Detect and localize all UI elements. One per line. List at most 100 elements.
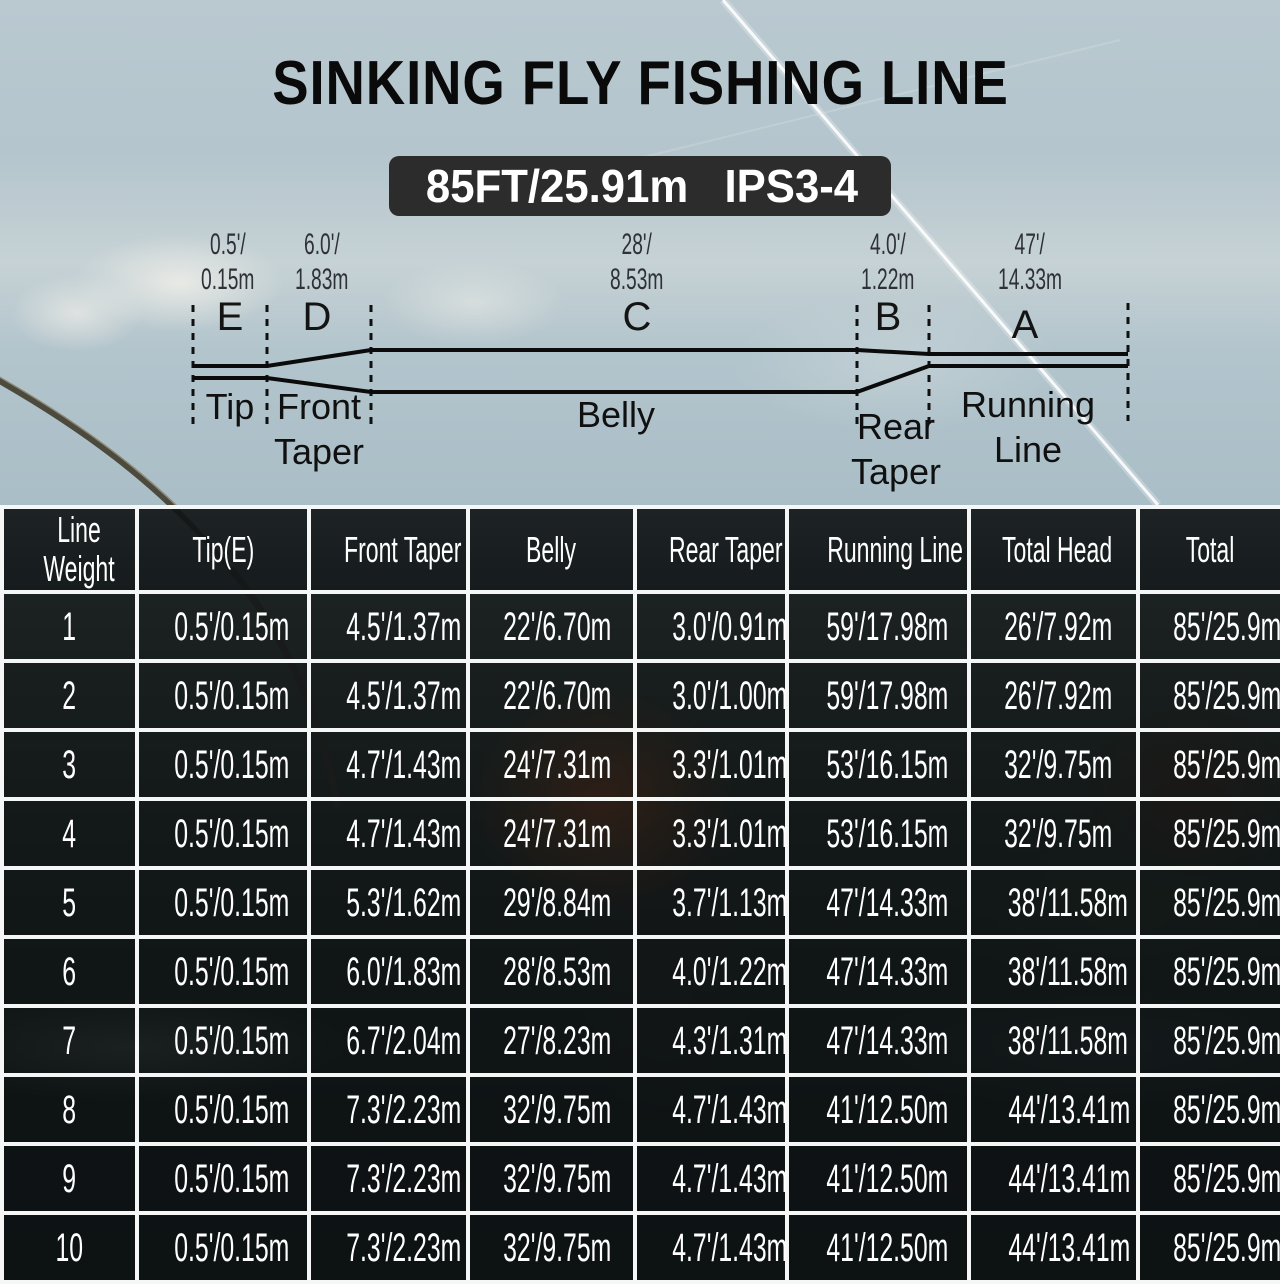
table-cell: 4.7'/1.43m xyxy=(307,797,470,870)
table-row: 1 0.5'/0.15m 4.5'/1.37m 22'/6.70m 3.0'/0… xyxy=(0,590,1280,663)
table-cell: 41'/12.50m xyxy=(785,1211,971,1284)
table-cell: 6.7'/2.04m xyxy=(307,1004,470,1077)
table-cell: 4.7'/1.43m xyxy=(633,1211,789,1284)
table-cell: 8 xyxy=(0,1073,139,1146)
table-row: 4 0.5'/0.15m 4.7'/1.43m 24'/7.31m 3.3'/1… xyxy=(0,797,1280,870)
sky-mountain-photo-background xyxy=(0,0,1280,505)
table-cell: 32'/9.75m xyxy=(967,728,1140,801)
table-cell: 0.5'/0.15m xyxy=(135,935,311,1008)
column-header-rear-taper: Rear Taper xyxy=(633,505,789,594)
section-letter-c: C xyxy=(622,295,652,339)
table-cell: 44'/13.41m xyxy=(967,1073,1140,1146)
column-header-front-taper: Front Taper xyxy=(307,505,470,594)
table-row: 5 0.5'/0.15m 5.3'/1.62m 29'/8.84m 3.7'/1… xyxy=(0,866,1280,939)
section-name-running-line: Running Line xyxy=(960,384,1096,470)
column-header-belly: Belly xyxy=(466,505,637,594)
table-cell: 47'/14.33m xyxy=(785,866,971,939)
table-cell: 2 xyxy=(0,659,139,732)
table-row: 3 0.5'/0.15m 4.7'/1.43m 24'/7.31m 3.3'/1… xyxy=(0,728,1280,801)
table-cell: 59'/17.98m xyxy=(785,590,971,663)
mountain-ridge-line xyxy=(639,39,1121,159)
table-cell: 0.5'/0.15m xyxy=(135,1142,311,1215)
table-cell: 38'/11.58m xyxy=(967,866,1140,939)
page-title: SINKING FLY FISHING LINE xyxy=(271,49,1009,118)
spec-table: Line Weight Tip(E) Front Taper Belly Rea… xyxy=(0,505,1280,1284)
table-cell: 47'/14.33m xyxy=(785,1004,971,1077)
line-profile-bottom-edge xyxy=(193,364,1128,394)
table-cell: 38'/11.58m xyxy=(967,935,1140,1008)
badge-model-label: IPS3-4 xyxy=(724,160,858,212)
table-cell: 85'/25.9m xyxy=(1136,1004,1280,1077)
table-cell: 85'/25.9m xyxy=(1136,728,1280,801)
table-cell: 85'/25.9m xyxy=(1136,659,1280,732)
table-cell: 59'/17.98m xyxy=(785,659,971,732)
spec-table-body: 1 0.5'/0.15m 4.5'/1.37m 22'/6.70m 3.0'/0… xyxy=(0,590,1280,1284)
table-cell: 0.5'/0.15m xyxy=(135,659,311,732)
table-cell: 6 xyxy=(0,935,139,1008)
measure-label-front-taper: 6.0'/ 1.83m xyxy=(295,228,349,297)
table-cell: 29'/8.84m xyxy=(466,866,637,939)
table-cell: 3.0'/0.91m xyxy=(633,590,789,663)
table-cell: 0.5'/0.15m xyxy=(135,797,311,870)
measure-label-tip: 0.5'/ 0.15m xyxy=(201,228,255,297)
table-cell: 22'/6.70m xyxy=(466,590,637,663)
table-cell: 4.7'/1.43m xyxy=(633,1142,789,1215)
table-cell: 27'/8.23m xyxy=(466,1004,637,1077)
table-cell: 5 xyxy=(0,866,139,939)
section-letter-b: B xyxy=(874,295,902,339)
table-cell: 85'/25.9m xyxy=(1136,1073,1280,1146)
table-cell: 85'/25.9m xyxy=(1136,1211,1280,1284)
table-cell: 0.5'/0.15m xyxy=(135,590,311,663)
badge-row: 85FT/25.91m IPS3-4 xyxy=(0,156,1280,216)
column-header-total: Total xyxy=(1136,505,1280,594)
table-cell: 26'/7.92m xyxy=(967,659,1140,732)
table-row: 8 0.5'/0.15m 7.3'/2.23m 32'/9.75m 4.7'/1… xyxy=(0,1073,1280,1146)
column-header-running-line: Running Line xyxy=(785,505,971,594)
table-cell: 5.3'/1.62m xyxy=(307,866,470,939)
table-cell: 85'/25.9m xyxy=(1136,797,1280,870)
spec-table-header: Line Weight Tip(E) Front Taper Belly Rea… xyxy=(0,505,1280,594)
table-cell: 41'/12.50m xyxy=(785,1073,971,1146)
table-cell: 85'/25.9m xyxy=(1136,935,1280,1008)
table-row: 6 0.5'/0.15m 6.0'/1.83m 28'/8.53m 4.0'/1… xyxy=(0,935,1280,1008)
table-cell: 3.0'/1.00m xyxy=(633,659,789,732)
table-cell: 41'/12.50m xyxy=(785,1142,971,1215)
table-cell: 3.3'/1.01m xyxy=(633,797,789,870)
table-cell: 7 xyxy=(0,1004,139,1077)
section-letter-a: A xyxy=(1011,303,1039,347)
table-row: 10 0.5'/0.15m 7.3'/2.23m 32'/9.75m 4.7'/… xyxy=(0,1211,1280,1284)
table-cell: 32'/9.75m xyxy=(466,1211,637,1284)
table-cell: 6.0'/1.83m xyxy=(307,935,470,1008)
table-cell: 26'/7.92m xyxy=(967,590,1140,663)
table-cell: 44'/13.41m xyxy=(967,1142,1140,1215)
header-row: Line Weight Tip(E) Front Taper Belly Rea… xyxy=(0,505,1280,594)
table-cell: 7.3'/2.23m xyxy=(307,1073,470,1146)
table-cell: 0.5'/0.15m xyxy=(135,1073,311,1146)
table-cell: 22'/6.70m xyxy=(466,659,637,732)
table-cell: 53'/16.15m xyxy=(785,797,971,870)
table-cell: 24'/7.31m xyxy=(466,728,637,801)
table-cell: 44'/13.41m xyxy=(967,1211,1140,1284)
table-cell: 32'/9.75m xyxy=(466,1142,637,1215)
table-cell: 47'/14.33m xyxy=(785,935,971,1008)
table-cell: 28'/8.53m xyxy=(466,935,637,1008)
section-letter-d: D xyxy=(302,295,332,339)
line-taper-diagram: 0.5'/ 0.15m 6.0'/ 1.83m 28'/ 8.53m 4.0'/… xyxy=(0,225,1280,505)
section-name-front-taper: Front Taper xyxy=(273,386,365,472)
table-cell: 4 xyxy=(0,797,139,870)
column-header-tip: Tip(E) xyxy=(135,505,311,594)
table-cell: 32'/9.75m xyxy=(967,797,1140,870)
line-profile-top-edge xyxy=(193,348,1128,368)
table-cell: 24'/7.31m xyxy=(466,797,637,870)
table-cell: 38'/11.58m xyxy=(967,1004,1140,1077)
table-cell: 0.5'/0.15m xyxy=(135,866,311,939)
taper-profile-drawing xyxy=(191,303,1130,425)
table-cell: 85'/25.9m xyxy=(1136,590,1280,663)
column-header-line-weight: Line Weight xyxy=(0,505,139,594)
section-name-tip: Tip xyxy=(205,386,255,427)
table-cell: 1 xyxy=(0,590,139,663)
table-cell: 85'/25.9m xyxy=(1136,866,1280,939)
table-row: 2 0.5'/0.15m 4.5'/1.37m 22'/6.70m 3.0'/1… xyxy=(0,659,1280,732)
measure-label-rear-taper: 4.0'/ 1.22m xyxy=(861,228,915,297)
